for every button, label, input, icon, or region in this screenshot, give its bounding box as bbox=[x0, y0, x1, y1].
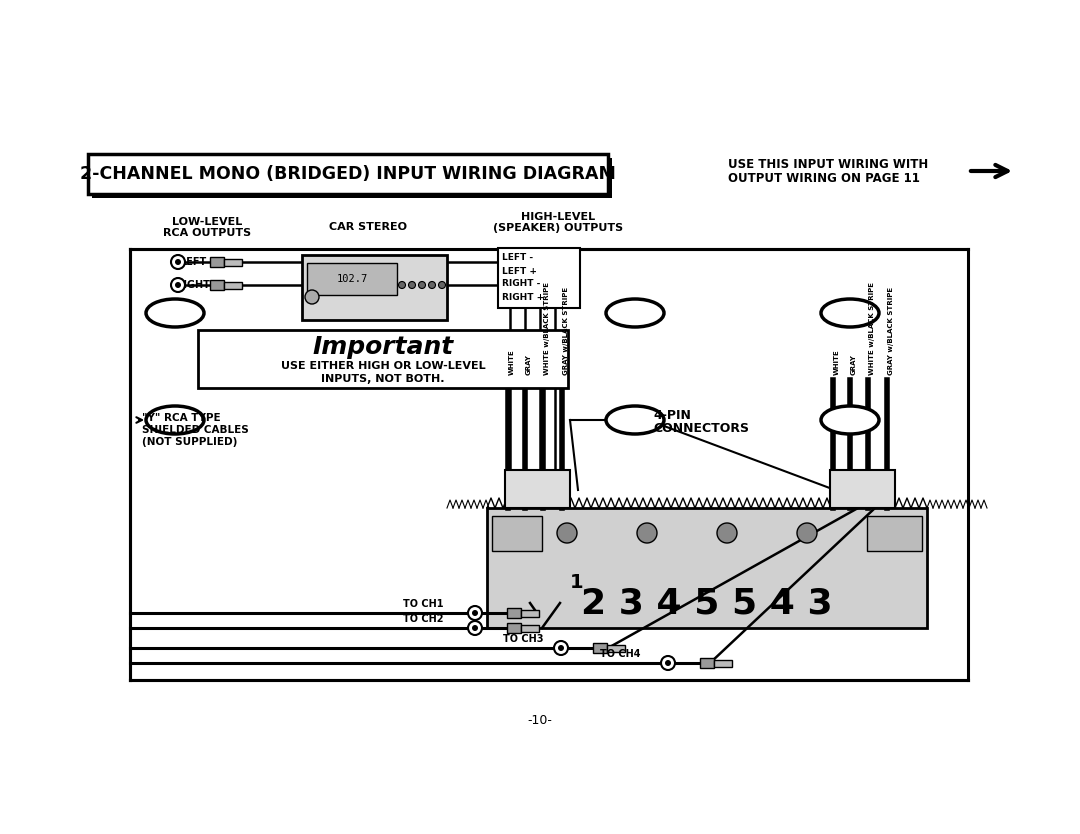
Ellipse shape bbox=[146, 406, 204, 434]
Text: WHITE w/BLACK STRIPE: WHITE w/BLACK STRIPE bbox=[544, 282, 550, 375]
Text: OUTPUT WIRING ON PAGE 11: OUTPUT WIRING ON PAGE 11 bbox=[728, 172, 920, 184]
Text: Important: Important bbox=[312, 335, 454, 359]
Bar bbox=[505, 470, 570, 508]
Circle shape bbox=[558, 645, 564, 651]
Circle shape bbox=[661, 656, 675, 670]
Bar bbox=[521, 625, 539, 631]
Text: 2 3 4 5 5 4 3: 2 3 4 5 5 4 3 bbox=[581, 586, 833, 620]
Text: -10-: -10- bbox=[527, 714, 553, 726]
Ellipse shape bbox=[606, 406, 664, 434]
Text: 2-CHANNEL MONO (BRIDGED) INPUT WIRING DIAGRAM: 2-CHANNEL MONO (BRIDGED) INPUT WIRING DI… bbox=[80, 165, 616, 183]
Circle shape bbox=[717, 523, 737, 543]
Circle shape bbox=[399, 282, 405, 289]
Text: GRAY w/BLACK STRIPE: GRAY w/BLACK STRIPE bbox=[563, 287, 569, 375]
Circle shape bbox=[557, 523, 577, 543]
Bar bbox=[714, 660, 732, 666]
Circle shape bbox=[468, 621, 482, 635]
Text: USE THIS INPUT WIRING WITH: USE THIS INPUT WIRING WITH bbox=[728, 158, 928, 170]
Circle shape bbox=[554, 641, 568, 655]
Text: (SPEAKER) OUTPUTS: (SPEAKER) OUTPUTS bbox=[492, 223, 623, 233]
Bar bbox=[492, 516, 542, 551]
Text: 1: 1 bbox=[570, 574, 584, 592]
Bar bbox=[607, 645, 625, 651]
Text: LEFT: LEFT bbox=[180, 257, 206, 267]
Circle shape bbox=[468, 606, 482, 620]
Text: WHITE w/BLACK STRIPE: WHITE w/BLACK STRIPE bbox=[869, 282, 875, 375]
Text: GRAY: GRAY bbox=[851, 354, 858, 375]
Circle shape bbox=[408, 282, 416, 289]
Ellipse shape bbox=[821, 406, 879, 434]
Bar bbox=[87, 154, 608, 194]
Circle shape bbox=[797, 523, 816, 543]
Text: TO CH4: TO CH4 bbox=[600, 649, 640, 659]
Text: GRAY: GRAY bbox=[526, 354, 532, 375]
Text: CAR STEREO: CAR STEREO bbox=[329, 222, 407, 232]
Text: "Y" RCA TYPE: "Y" RCA TYPE bbox=[141, 413, 220, 423]
Bar bbox=[307, 263, 397, 295]
Text: GRAY w/BLACK STRIPE: GRAY w/BLACK STRIPE bbox=[888, 287, 894, 375]
Text: LOW-LEVEL: LOW-LEVEL bbox=[172, 217, 242, 227]
Text: RIGHT +: RIGHT + bbox=[502, 293, 544, 302]
Bar bbox=[498, 248, 580, 308]
Text: TO CH1: TO CH1 bbox=[403, 599, 444, 609]
Bar bbox=[92, 158, 612, 198]
Circle shape bbox=[665, 660, 671, 666]
Ellipse shape bbox=[606, 299, 664, 327]
Bar bbox=[593, 643, 607, 653]
Circle shape bbox=[472, 625, 478, 631]
Text: WHITE: WHITE bbox=[834, 349, 840, 375]
Bar bbox=[487, 508, 927, 628]
Text: WHITE: WHITE bbox=[509, 349, 515, 375]
Text: (NOT SUPPLIED): (NOT SUPPLIED) bbox=[141, 437, 238, 447]
Text: RCA OUTPUTS: RCA OUTPUTS bbox=[163, 228, 251, 238]
Circle shape bbox=[175, 282, 181, 288]
Bar bbox=[831, 470, 895, 508]
Bar bbox=[700, 658, 714, 668]
Text: SHIELDED CABLES: SHIELDED CABLES bbox=[141, 425, 248, 435]
Bar bbox=[521, 610, 539, 616]
Text: HIGH-LEVEL: HIGH-LEVEL bbox=[521, 212, 595, 222]
Text: USE EITHER HIGH OR LOW-LEVEL: USE EITHER HIGH OR LOW-LEVEL bbox=[281, 361, 485, 371]
Circle shape bbox=[637, 523, 657, 543]
Bar bbox=[198, 330, 568, 388]
Bar bbox=[302, 255, 447, 320]
Ellipse shape bbox=[146, 299, 204, 327]
Text: RIGHT: RIGHT bbox=[176, 280, 210, 290]
Text: TO CH3: TO CH3 bbox=[503, 634, 543, 644]
Circle shape bbox=[175, 259, 181, 265]
Circle shape bbox=[419, 282, 426, 289]
Text: CONNECTORS: CONNECTORS bbox=[653, 421, 750, 435]
Circle shape bbox=[171, 255, 185, 269]
Circle shape bbox=[429, 282, 435, 289]
Circle shape bbox=[438, 282, 446, 289]
Text: 102.7: 102.7 bbox=[336, 274, 367, 284]
Bar bbox=[507, 608, 521, 618]
Text: LEFT +: LEFT + bbox=[502, 267, 537, 275]
Ellipse shape bbox=[821, 299, 879, 327]
Bar bbox=[210, 280, 224, 290]
Bar bbox=[507, 623, 521, 633]
Bar bbox=[867, 516, 922, 551]
Circle shape bbox=[472, 610, 478, 616]
Bar bbox=[210, 257, 224, 267]
Text: LEFT -: LEFT - bbox=[502, 254, 534, 263]
Text: INPUTS, NOT BOTH.: INPUTS, NOT BOTH. bbox=[321, 374, 445, 384]
Text: TO CH2: TO CH2 bbox=[403, 614, 444, 624]
Ellipse shape bbox=[305, 290, 319, 304]
Bar bbox=[224, 282, 242, 289]
Text: RIGHT -: RIGHT - bbox=[502, 279, 540, 289]
Text: 4-PIN: 4-PIN bbox=[653, 409, 691, 421]
Bar bbox=[224, 259, 242, 265]
Circle shape bbox=[171, 278, 185, 292]
